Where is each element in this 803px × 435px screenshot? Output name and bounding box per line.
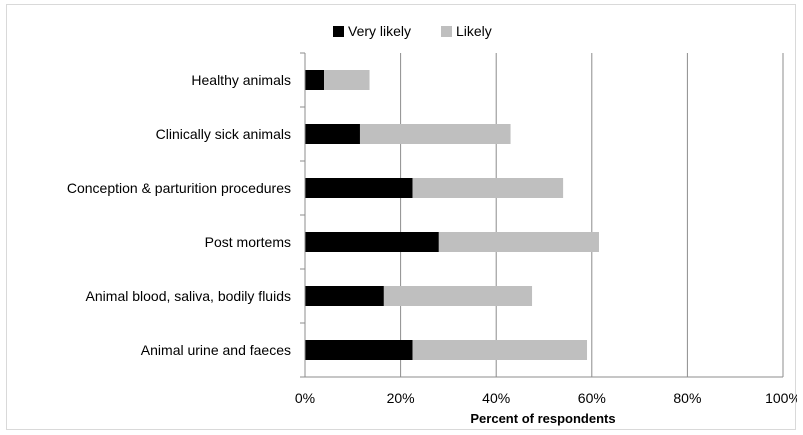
bars (305, 70, 599, 360)
x-tick-label: 40% (482, 390, 510, 406)
bar-likely (438, 232, 599, 252)
bar-likely (324, 70, 370, 90)
bar-very-likely (305, 232, 439, 252)
x-tick-label: 20% (387, 390, 415, 406)
bar-very-likely (305, 124, 360, 144)
stacked-bar-chart: 0% 20% 40% 60% 80% 100% Healthy animals Clinica… (67, 23, 797, 426)
gridlines (400, 53, 784, 377)
bar-very-likely (305, 340, 413, 360)
category-label: Conception & parturition procedures (67, 180, 291, 196)
axes (300, 52, 783, 378)
category-label: Clinically sick animals (156, 126, 291, 142)
x-tick-label: 60% (578, 390, 606, 406)
x-tick-label: 0% (295, 390, 315, 406)
chart-frame: 0% 20% 40% 60% 80% 100% Healthy animals Clinica… (6, 4, 797, 430)
x-tick-label: 80% (673, 390, 701, 406)
bar-very-likely (305, 286, 384, 306)
x-axis-title: Percent of respondents (470, 411, 615, 426)
bar-likely (383, 286, 533, 306)
legend-label: Very likely (348, 23, 411, 39)
category-label: Healthy animals (191, 72, 291, 88)
legend: Very likely Likely (333, 23, 492, 39)
legend-swatch (333, 26, 344, 37)
bar-likely (412, 340, 588, 360)
legend-label: Likely (456, 23, 492, 39)
x-tick-label: 100% (765, 390, 797, 406)
category-label: Animal urine and faeces (141, 342, 291, 358)
bar-likely (359, 124, 511, 144)
labels: 0% 20% 40% 60% 80% 100% Healthy animals Clinica… (67, 72, 797, 406)
category-label: Post mortems (205, 234, 291, 250)
bar-very-likely (305, 178, 413, 198)
legend-swatch (441, 26, 452, 37)
bar-very-likely (305, 70, 325, 90)
bar-likely (412, 178, 564, 198)
category-label: Animal blood, saliva, bodily fluids (86, 288, 291, 304)
